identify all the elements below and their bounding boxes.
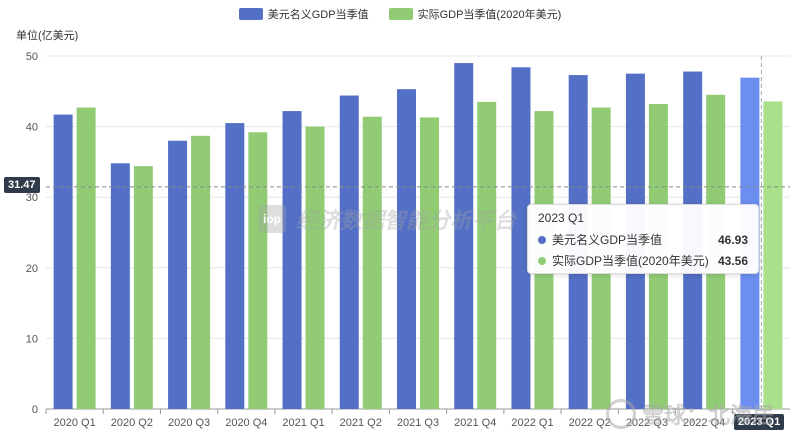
chart-legend: 美元名义GDP当季值 实际GDP当季值(2020年美元) bbox=[0, 6, 800, 22]
chart-tooltip: 2023 Q1 美元名义GDP当季值 46.93 实际GDP当季值(2020年美… bbox=[527, 204, 759, 274]
x-tick-label: 2021 Q2 bbox=[340, 417, 382, 429]
tooltip-row-real: 实际GDP当季值(2020年美元) 43.56 bbox=[538, 252, 748, 269]
y-tick-label: 20 bbox=[26, 263, 38, 275]
brand-watermark: 雪球：北海居 bbox=[606, 398, 774, 430]
bar-real[interactable] bbox=[76, 107, 96, 410]
bar-real[interactable] bbox=[420, 117, 439, 409]
legend-swatch-real bbox=[388, 8, 413, 20]
x-tick-label: 2021 Q1 bbox=[282, 417, 324, 429]
brand-text: 雪球：北海居 bbox=[642, 403, 775, 428]
bar-real[interactable] bbox=[477, 101, 497, 409]
x-tick-label: 2022 Q2 bbox=[569, 417, 611, 429]
bar-nominal[interactable] bbox=[339, 95, 359, 409]
bar-nominal[interactable] bbox=[454, 63, 474, 410]
tooltip-value-nominal: 46.93 bbox=[717, 232, 748, 247]
legend-label-real: 实际GDP当季值(2020年美元) bbox=[417, 9, 562, 21]
y-axis-unit-label: 单位(亿美元) bbox=[16, 30, 79, 42]
tooltip-title: 2023 Q1 bbox=[538, 211, 585, 225]
x-tick-label: 2020 Q2 bbox=[111, 417, 153, 429]
y-tick-label: 30 bbox=[26, 192, 38, 204]
tooltip-name-nominal: 美元名义GDP当季值 bbox=[552, 233, 663, 247]
legend-item-real[interactable]: 实际GDP当季值(2020年美元) bbox=[388, 6, 562, 22]
x-tick-label: 2021 Q3 bbox=[397, 417, 439, 429]
x-axis-pointer-label: 2023 Q1 bbox=[734, 414, 785, 430]
bar-nominal[interactable] bbox=[511, 67, 531, 410]
x-tick-label: 2021 Q4 bbox=[454, 417, 496, 429]
legend-item-nominal[interactable]: 美元名义GDP当季值 bbox=[238, 6, 369, 22]
watermark-logo-icon: iop bbox=[258, 205, 286, 233]
y-axis-ticks: 0 10 20 30 40 50 bbox=[26, 51, 38, 416]
y-tick-label: 10 bbox=[26, 333, 38, 345]
snowball-logo-icon bbox=[606, 399, 636, 429]
bar-nominal[interactable] bbox=[282, 111, 302, 410]
bar-real[interactable] bbox=[305, 126, 325, 409]
tooltip-dot-nominal-icon bbox=[538, 235, 546, 244]
tooltip-value-real: 43.56 bbox=[717, 253, 748, 268]
x-tick-label: 2022 Q3 bbox=[626, 417, 668, 429]
bar-real[interactable] bbox=[133, 166, 153, 409]
x-tick-label: 2020 Q1 bbox=[54, 417, 96, 429]
legend-swatch-nominal bbox=[238, 8, 263, 20]
bar-nominal[interactable] bbox=[225, 123, 245, 409]
bar-real[interactable] bbox=[248, 132, 268, 410]
bar-nominal[interactable] bbox=[168, 140, 188, 409]
bar-real[interactable] bbox=[362, 116, 382, 409]
tooltip-name-real: 实际GDP当季值(2020年美元) bbox=[552, 254, 709, 268]
watermark-text: 经济数据智能分析平台 bbox=[296, 208, 517, 233]
x-tick-label: 2022 Q1 bbox=[511, 417, 553, 429]
bar-real[interactable] bbox=[191, 135, 211, 409]
y-tick-label: 0 bbox=[32, 404, 38, 416]
x-tick-label: 2020 Q4 bbox=[225, 417, 267, 429]
watermark: iop 经济数据智能分析平台 bbox=[258, 203, 516, 235]
legend-label-nominal: 美元名义GDP当季值 bbox=[267, 9, 369, 21]
y-tick-label: 40 bbox=[26, 122, 38, 134]
tooltip-dot-real-icon bbox=[538, 256, 546, 265]
x-tick-label: 2020 Q3 bbox=[168, 417, 210, 429]
bar-real[interactable] bbox=[763, 101, 783, 409]
tooltip-row-nominal: 美元名义GDP当季值 46.93 bbox=[538, 231, 748, 248]
bar-nominal[interactable] bbox=[53, 114, 73, 410]
y-axis-pointer-label: 31.47 bbox=[4, 177, 40, 193]
crosshair bbox=[46, 56, 790, 409]
bar-nominal[interactable] bbox=[110, 163, 130, 409]
y-tick-label: 50 bbox=[26, 51, 38, 63]
x-tick-label: 2022 Q4 bbox=[683, 417, 725, 429]
bar-nominal[interactable] bbox=[397, 89, 416, 409]
